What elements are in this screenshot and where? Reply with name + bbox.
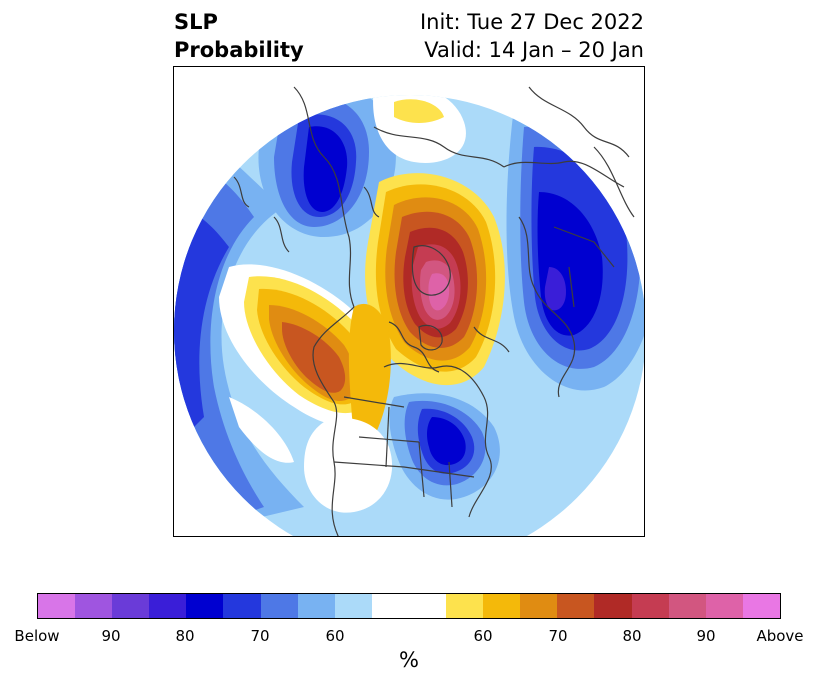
colorbar-label-below-60: 60 [325,627,345,645]
colorbar-swatch [705,594,743,618]
colorbar-swatch [446,594,484,618]
colorbar-swatch [297,594,335,618]
colorbar-label-below-80: 80 [175,627,195,645]
colorbar-swatch [75,594,113,618]
plot-title-left: SLP Probability [174,8,304,64]
valid-range: Valid: 14 Jan – 20 Jan [424,38,644,62]
colorbar-swatch [112,594,150,618]
colorbar-swatch [483,594,521,618]
colorbar-swatch [38,594,76,618]
title-variable: SLP [174,10,218,34]
probability-field [174,95,644,536]
colorbar-swatch [594,594,632,618]
colorbar-swatch [408,594,447,618]
colorbar-swatch [334,594,372,618]
colorbar-label-above-70: 70 [548,627,568,645]
coastlines [233,86,635,536]
colorbar-label-above-90: 90 [696,627,716,645]
colorbar-swatch [186,594,224,618]
colorbar-unit: % [399,648,419,672]
colorbar-label-below-90: 90 [101,627,121,645]
colorbar-swatch [668,594,706,618]
colorbar-label-above-80: 80 [622,627,642,645]
polar-map [173,66,645,537]
map-svg [174,86,644,536]
colorbar-swatch [371,594,409,618]
colorbar-swatch [742,594,780,618]
colorbar [37,593,781,619]
colorbar-label-below: Below [14,627,60,645]
colorbar-swatch [631,594,669,618]
colorbar-swatch [149,594,187,618]
colorbar-label-below-70: 70 [250,627,270,645]
colorbar-label-above: Above [756,627,804,645]
colorbar-swatch [223,594,261,618]
colorbar-swatch [557,594,595,618]
colorbar-label-above-60: 60 [473,627,493,645]
colorbar-swatch [520,594,558,618]
init-date: Init: Tue 27 Dec 2022 [419,10,644,34]
colorbar-swatch [260,594,298,618]
title-metric: Probability [174,38,304,62]
plot-title-right: Init: Tue 27 Dec 2022 Valid: 14 Jan – 20… [420,8,644,64]
